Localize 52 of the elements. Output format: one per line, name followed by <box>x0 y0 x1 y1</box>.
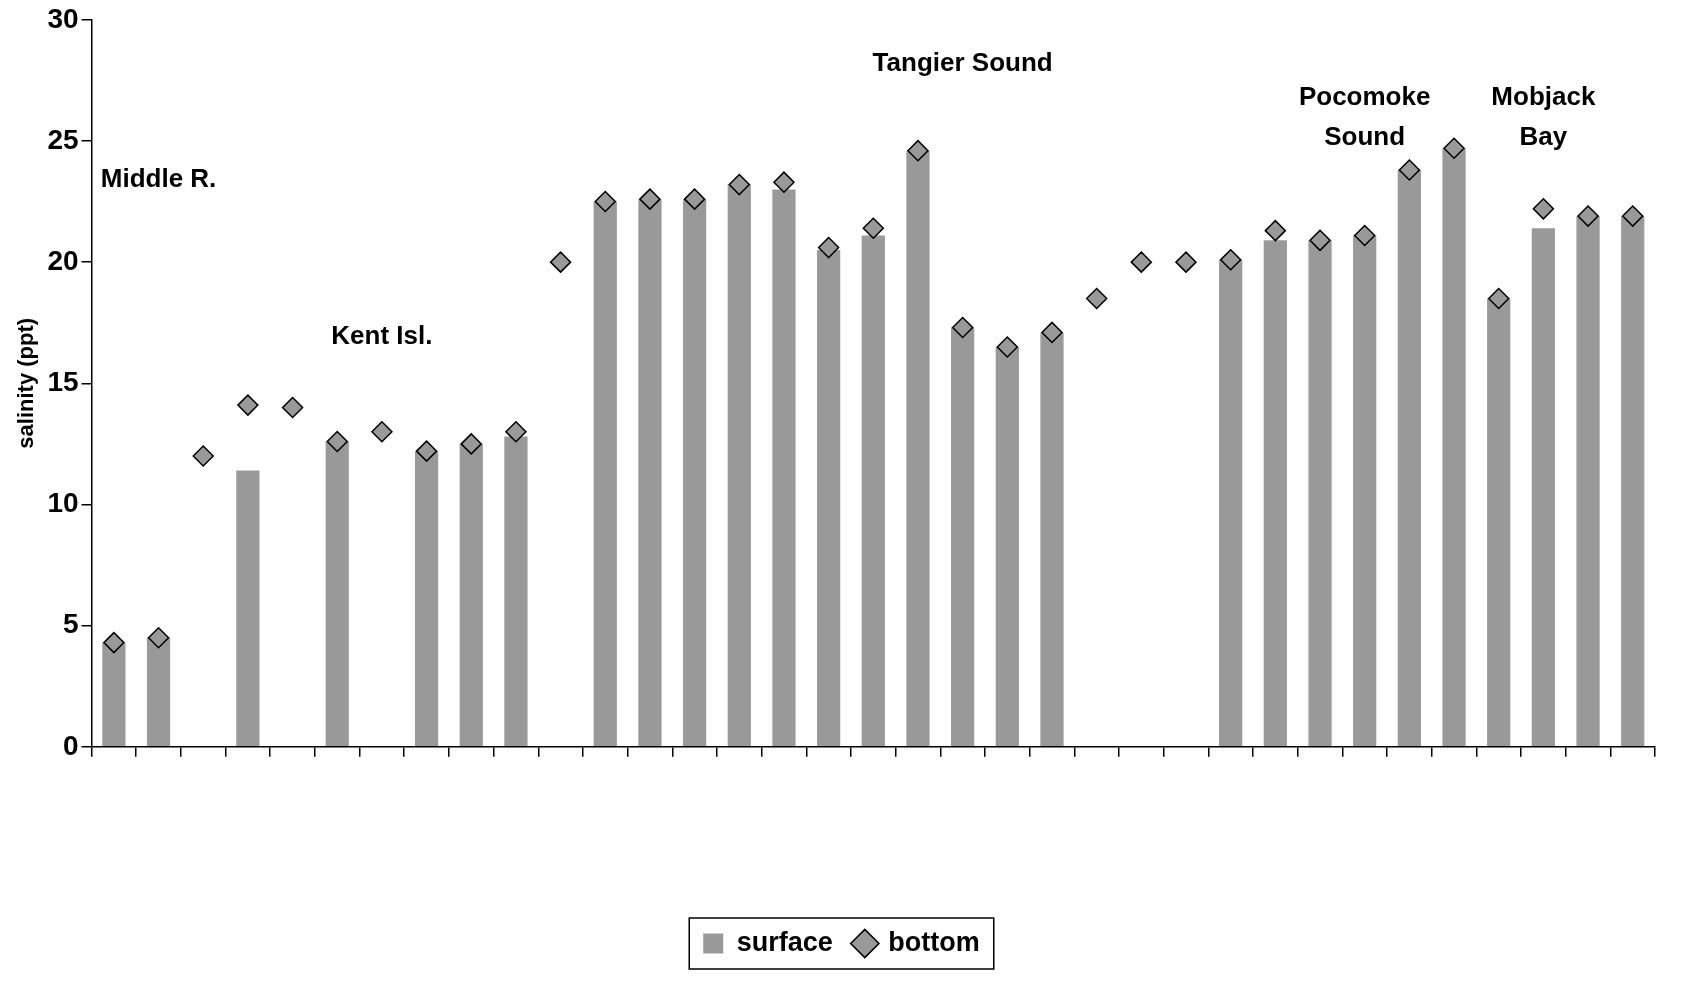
annotation: Pocomoke Sound <box>1298 80 1431 151</box>
bar <box>236 470 260 747</box>
point <box>1398 159 1421 181</box>
point <box>281 396 304 419</box>
legend-label: bottom <box>888 926 980 957</box>
point <box>103 631 125 654</box>
point <box>728 173 751 196</box>
point <box>951 316 974 339</box>
point <box>1353 224 1376 247</box>
annotation: Kent Isl. <box>331 320 433 351</box>
point <box>1041 321 1063 344</box>
point <box>460 433 482 455</box>
y-tick-label: 10 <box>47 487 79 519</box>
point <box>1443 137 1465 159</box>
point <box>1264 219 1287 242</box>
point <box>1219 248 1242 271</box>
point <box>817 236 840 259</box>
point <box>907 139 929 162</box>
y-tick-label: 20 <box>47 244 79 276</box>
point <box>594 190 617 213</box>
point <box>371 421 393 443</box>
legend-label: surface <box>736 926 833 957</box>
point <box>1532 198 1555 220</box>
y-tick-label: 30 <box>47 2 79 34</box>
point <box>237 394 259 416</box>
point <box>415 440 438 462</box>
point <box>1577 205 1599 227</box>
point <box>1085 287 1108 310</box>
point <box>1487 287 1510 310</box>
point <box>996 336 1019 358</box>
annotation: Mobjack Bay <box>1491 80 1596 151</box>
y-tick-label: 0 <box>62 729 79 761</box>
point <box>1621 205 1644 227</box>
point <box>1309 229 1331 252</box>
y-tick-label: 25 <box>47 123 79 155</box>
point <box>683 188 706 210</box>
y-axis-title: salinity (ppt) <box>13 317 39 449</box>
point <box>639 188 661 210</box>
point <box>192 445 214 467</box>
point <box>549 251 572 273</box>
annotation: Middle R. <box>100 162 217 193</box>
y-tick-label: 5 <box>62 608 79 640</box>
point <box>773 171 795 193</box>
point <box>1175 251 1197 273</box>
point <box>326 430 348 453</box>
annotation: Tangier Sound <box>872 46 1053 77</box>
point <box>1130 251 1153 273</box>
point <box>147 627 170 649</box>
y-tick-label: 15 <box>47 366 79 398</box>
bar <box>1531 228 1555 747</box>
point <box>505 421 527 443</box>
point <box>862 217 885 239</box>
